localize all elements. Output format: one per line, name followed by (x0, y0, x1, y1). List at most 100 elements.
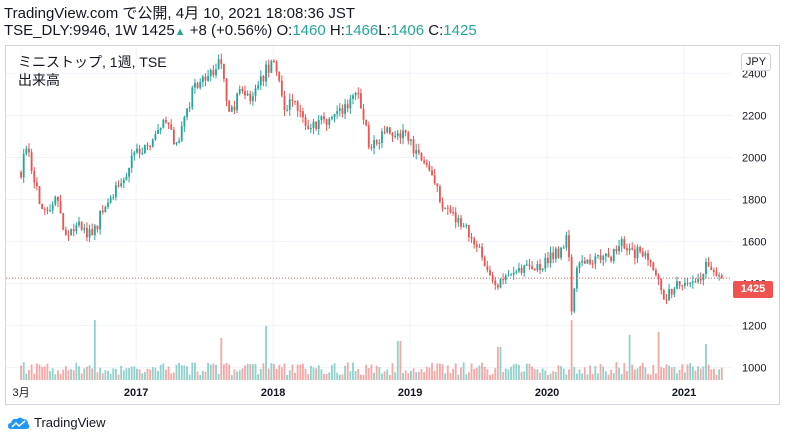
volume-bar (38, 364, 41, 380)
volume-bar (460, 367, 462, 380)
candle-body (533, 268, 536, 271)
volume-bar (370, 364, 373, 380)
volume-bar (307, 374, 310, 380)
candle-body (639, 247, 642, 252)
candle-body (694, 281, 697, 283)
candle-body (323, 116, 325, 120)
candle-body (383, 131, 386, 133)
candle-body (620, 239, 623, 247)
volume-bar (436, 363, 439, 380)
candle-body (715, 271, 718, 276)
volume-bar (170, 373, 173, 380)
candle-body (186, 108, 188, 117)
candle-body (72, 229, 75, 232)
candle-body (236, 93, 238, 111)
volume-bar (254, 364, 257, 380)
candle-body (449, 208, 452, 213)
candle-body (436, 183, 439, 187)
volume-bar (207, 362, 210, 380)
volume-bar (420, 369, 423, 380)
candle-body (296, 101, 299, 111)
tradingview-logo[interactable]: TradingView (8, 415, 106, 430)
volume-bar (57, 370, 59, 380)
candle-body (662, 290, 665, 300)
candle-body (425, 162, 428, 165)
candle-body (591, 263, 594, 265)
candle-body (670, 288, 673, 295)
candle-body (660, 278, 663, 291)
volume-bar (510, 366, 512, 380)
volume-bar (251, 364, 254, 380)
y-tick-label: 1800 (742, 194, 766, 206)
volume-bar (691, 366, 694, 380)
volume-bar (338, 374, 341, 380)
candle-body (259, 76, 262, 86)
volume-legend: 出来高 (18, 72, 60, 88)
volume-bar (676, 373, 678, 380)
volume-bar (705, 344, 707, 380)
y-tick-label: 1600 (742, 236, 766, 248)
x-tick-label: 3月 (13, 387, 30, 399)
volume-bar (241, 368, 244, 380)
candle-body (710, 266, 713, 271)
volume-bar (133, 366, 136, 380)
candle-body (28, 148, 30, 153)
volume-bar (407, 373, 410, 380)
candle-body (104, 206, 107, 213)
volume-bar (536, 369, 539, 380)
candle-body (657, 274, 660, 279)
candle-body (546, 257, 549, 264)
volume-bar (93, 320, 96, 380)
volume-bar (20, 365, 22, 380)
candle-body (199, 82, 202, 88)
candle-body (99, 210, 102, 230)
candle-body (359, 93, 362, 109)
volume-bar (394, 372, 397, 380)
candle-body (278, 71, 281, 81)
volume-bar (647, 374, 649, 380)
volume-bar (699, 368, 702, 380)
candle-body (678, 281, 681, 286)
candle-body (494, 280, 497, 286)
volume-bar (183, 365, 186, 380)
volume-bar (712, 368, 715, 380)
y-tick-label: 2200 (742, 110, 766, 122)
volume-bar (33, 373, 36, 380)
candle-body (496, 285, 499, 288)
volume-bar (399, 341, 402, 380)
volume-bar (236, 371, 238, 380)
volume-bar (128, 368, 130, 380)
candle-body (270, 61, 273, 73)
candle-body (481, 246, 483, 258)
candle-body (565, 235, 568, 248)
volume-bar (520, 371, 523, 380)
volume-bar (710, 369, 713, 380)
close-label: C: (428, 22, 444, 39)
volume-bar (25, 373, 28, 380)
candle-body (346, 104, 349, 109)
volume-bar (475, 367, 478, 380)
volume-bar (75, 362, 78, 380)
candle-body (438, 186, 441, 202)
candle-body (201, 76, 204, 83)
volume-bar (652, 364, 655, 380)
volume-bar (286, 375, 289, 380)
currency-button[interactable]: JPY (741, 53, 771, 71)
candle-body (573, 288, 576, 312)
candle-body (67, 235, 70, 237)
volume-bar (683, 372, 686, 380)
candle-body (220, 59, 223, 64)
volume-bar (604, 371, 607, 380)
volume-bar (641, 362, 644, 380)
volume-bar (718, 369, 721, 380)
candle-body (357, 93, 360, 95)
candle-body (183, 116, 186, 127)
volume-bar (367, 368, 370, 380)
candle-body (336, 110, 339, 115)
candle-body (467, 225, 470, 238)
volume-bar (402, 373, 404, 380)
chart-frame[interactable] (5, 45, 780, 405)
volume-bar (694, 370, 697, 380)
volume-bar (212, 363, 215, 380)
